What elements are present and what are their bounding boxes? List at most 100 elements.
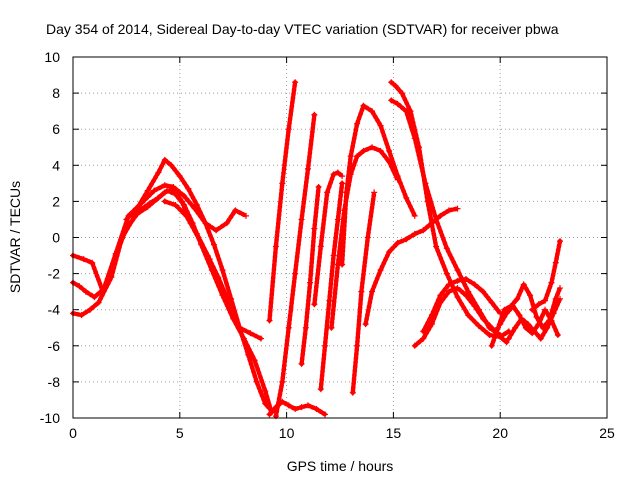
data-point (522, 324, 529, 331)
data-point (527, 292, 534, 299)
data-point (463, 292, 470, 299)
data-point (210, 241, 217, 248)
data-point (236, 324, 243, 331)
data-point (82, 288, 89, 295)
data-point (505, 335, 512, 342)
data-point (292, 270, 299, 277)
data-point (266, 317, 273, 324)
data-point (394, 100, 401, 107)
data-point (91, 294, 98, 301)
data-point (488, 324, 495, 331)
series-track-9 (298, 183, 322, 367)
data-point (471, 281, 478, 288)
y-tick-label: 0 (52, 230, 60, 246)
series-trace (70, 182, 249, 294)
series-track-4 (123, 156, 275, 414)
data-point (454, 294, 461, 301)
data-point (80, 256, 87, 263)
x-tick-label: 5 (176, 425, 184, 441)
data-point (161, 189, 168, 196)
data-point (497, 333, 504, 340)
series-trace-core (72, 189, 273, 413)
data-point (262, 387, 269, 394)
series-trace-core (125, 158, 273, 412)
data-series (70, 79, 564, 420)
data-point (161, 156, 168, 163)
data-point (155, 169, 162, 176)
data-point (330, 171, 337, 178)
data-point (388, 97, 395, 104)
data-point (298, 360, 305, 367)
data-point (178, 198, 185, 205)
data-point (386, 248, 393, 255)
data-point (253, 378, 260, 385)
data-point (262, 400, 269, 407)
series-track-22 (505, 295, 564, 342)
data-point (403, 108, 410, 115)
data-point (176, 173, 183, 180)
data-point (172, 202, 179, 209)
data-point (443, 270, 450, 277)
data-point (298, 216, 305, 223)
series-track-12 (328, 144, 401, 331)
data-point (170, 183, 177, 190)
data-point (386, 147, 393, 154)
data-point (488, 342, 495, 349)
data-point (531, 328, 538, 335)
x-tick-label: 10 (279, 425, 295, 441)
data-point (151, 187, 158, 194)
series-track-15 (362, 205, 461, 328)
data-point (544, 324, 551, 331)
data-point (161, 198, 168, 205)
data-point (311, 111, 318, 118)
data-point (334, 169, 341, 176)
data-point (535, 321, 542, 328)
data-point (95, 299, 102, 306)
series-trace-core (364, 207, 458, 325)
data-point (420, 227, 427, 234)
data-point (497, 321, 504, 328)
data-point (433, 243, 440, 250)
data-point (146, 200, 153, 207)
series-trace (70, 188, 274, 415)
data-point (388, 79, 395, 86)
data-point (232, 207, 239, 214)
data-point (279, 180, 286, 187)
data-point (524, 321, 531, 328)
data-point (403, 236, 410, 243)
data-point (557, 285, 564, 292)
series-trace-core (319, 183, 344, 390)
data-point (317, 386, 324, 393)
x-axis-label: GPS time / hours (287, 458, 394, 474)
data-point (428, 321, 435, 328)
series-trace (389, 98, 503, 338)
data-point (304, 402, 311, 409)
data-point (480, 288, 487, 295)
data-point (304, 165, 311, 172)
data-point (339, 173, 346, 180)
data-point (437, 212, 444, 219)
series-track-17 (388, 97, 504, 338)
data-point (411, 135, 418, 142)
data-point (516, 312, 523, 319)
data-point (445, 281, 452, 288)
data-point (411, 212, 418, 219)
data-point (183, 212, 190, 219)
y-tick-label: -4 (48, 302, 61, 318)
data-point (313, 405, 320, 412)
data-point (298, 404, 305, 411)
data-point (360, 102, 367, 109)
data-point (223, 220, 230, 227)
data-point (465, 288, 472, 295)
series-track-19 (420, 276, 504, 335)
data-point (529, 306, 536, 313)
chart-title: Day 354 of 2014, Sidereal Day-to-day VTE… (46, 21, 559, 37)
data-point (542, 297, 549, 304)
data-point (411, 342, 418, 349)
data-point (168, 162, 175, 169)
data-point (398, 90, 405, 97)
data-point (552, 259, 559, 266)
data-point (272, 243, 279, 250)
data-point (87, 306, 94, 313)
